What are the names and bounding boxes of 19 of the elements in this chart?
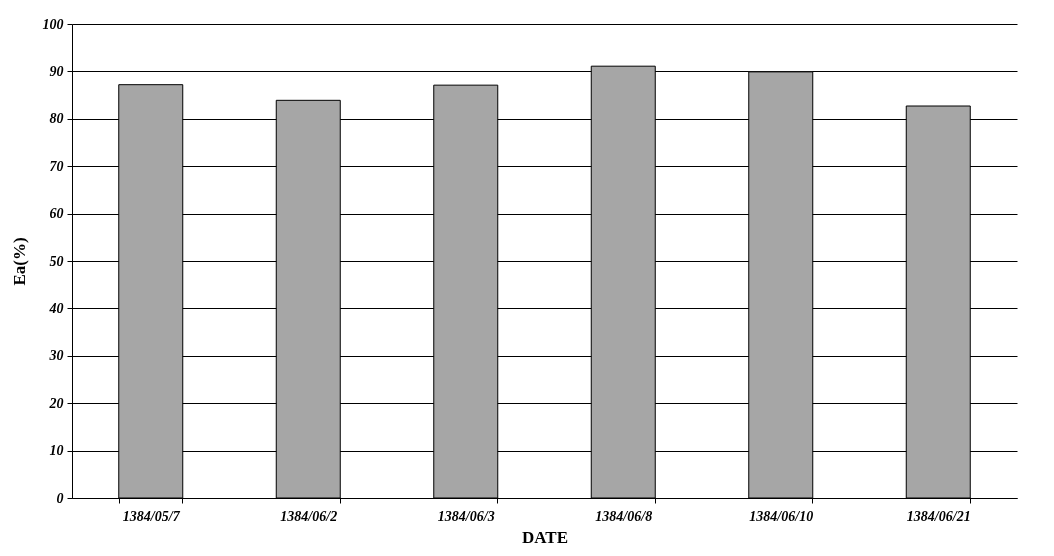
y-tick-label: 80 [49,111,64,127]
y-tick-label: 70 [49,158,64,174]
x-axis-title: DATE [522,527,568,547]
y-tick-label: 40 [48,300,64,316]
y-tick-label: 60 [49,206,64,222]
y-tick-label: 30 [48,348,64,364]
x-tick-label: 1384/06/3 [437,508,495,524]
x-tick-label: 1384/06/8 [595,508,653,524]
y-tick-label: 0 [56,490,64,506]
x-tick-label: 1384/06/21 [906,508,971,524]
y-tick-label: 90 [49,63,64,79]
x-tick-label: 1384/05/7 [122,508,181,524]
y-tick-label: 50 [49,253,64,269]
y-tick-label: 100 [42,16,64,32]
y-tick-label: 20 [48,395,64,411]
y-tick-label: 10 [49,443,64,459]
x-tick-label: 1384/06/2 [280,508,338,524]
x-tick-label: 1384/06/10 [749,508,814,524]
y-axis-title: Ea(%) [9,237,29,286]
